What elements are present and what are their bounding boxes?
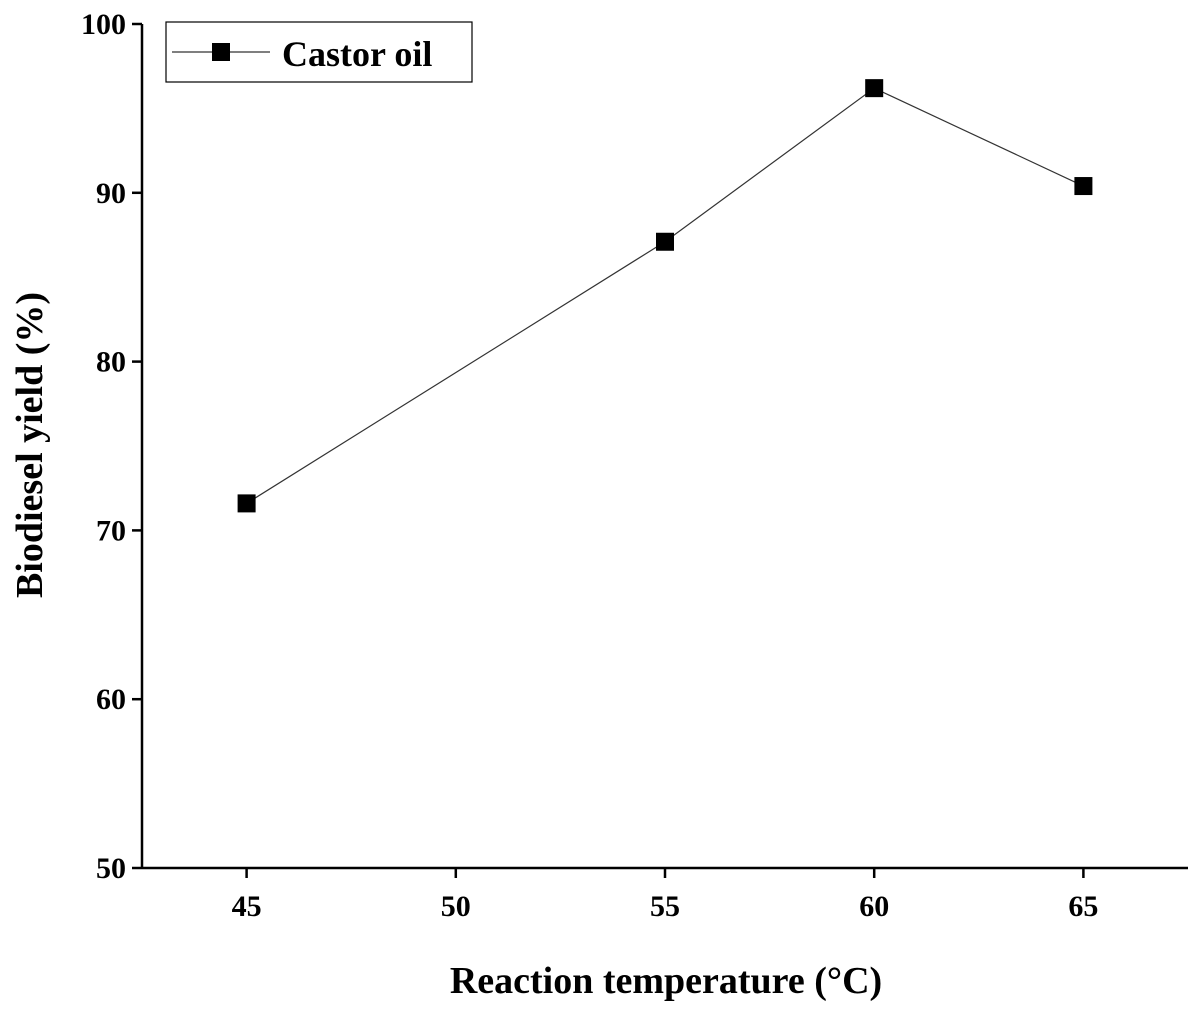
series-line: [246, 87, 1084, 504]
plot-area: 50 60 70 80 90 100 45 50 55 60 65: [81, 8, 1188, 923]
x-tick-label: 55: [650, 890, 680, 923]
data-point: [865, 79, 884, 98]
x-axis-title: Reaction temperature (°C): [450, 960, 882, 1002]
x-tick-label: 60: [859, 890, 889, 923]
y-tick-label: 80: [96, 346, 126, 379]
y-tick-label: 90: [96, 177, 126, 210]
data-point: [237, 494, 256, 513]
y-axis-title: Biodiesel yield (%): [9, 292, 51, 598]
x-tick-label: 65: [1068, 890, 1098, 923]
y-tick-label: 70: [96, 514, 126, 547]
y-tick-label: 50: [96, 852, 126, 885]
legend-marker: [212, 43, 230, 61]
data-point: [1074, 177, 1093, 196]
x-tick-label: 45: [232, 890, 262, 923]
y-tick-label: 60: [96, 683, 126, 716]
x-tick-label: 50: [441, 890, 471, 923]
data-point: [656, 232, 674, 251]
legend-label: Castor oil: [282, 34, 432, 74]
legend: Castor oil: [165, 21, 473, 83]
y-tick-label: 100: [81, 8, 126, 41]
